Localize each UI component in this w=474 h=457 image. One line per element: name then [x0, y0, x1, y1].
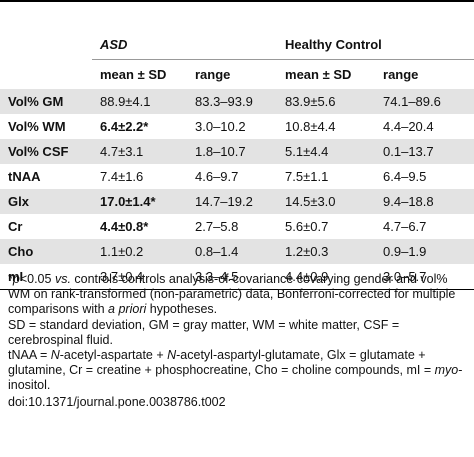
- table-row: Vol% WM 6.4±2.2* 3.0–10.2 10.8±4.4 4.4–2…: [0, 114, 474, 139]
- table-row: Cr 4.4±0.8* 2.7–5.8 5.6±0.7 4.7–6.7: [0, 214, 474, 239]
- hc-range-cell: 4.4–20.4: [383, 119, 434, 134]
- row-label: Cho: [0, 239, 92, 264]
- asd-mean-cell: 4.4±0.8*: [100, 219, 149, 234]
- group-header-row: ASD Healthy Control: [0, 29, 474, 60]
- row-label: Vol% WM: [8, 119, 66, 134]
- row-label: Vol% GM: [0, 89, 92, 114]
- table-row: mI 3.7±0.4 3.3–4.5 4.4±0.9 3.0–5.7: [0, 264, 474, 290]
- subheader-asd-range: range: [187, 59, 278, 89]
- top-rule: [0, 0, 474, 2]
- table-row: Glx 17.0±1.4* 14.7–19.2 14.5±3.0 9.4–18.…: [0, 189, 474, 214]
- hc-range-cell: 9.4–18.8: [375, 189, 474, 214]
- table-row: Vol% CSF 4.7±3.1 1.8–10.7 5.1±4.4 0.1–13…: [0, 139, 474, 164]
- group-healthy-control: Healthy Control: [285, 36, 382, 52]
- row-label: Glx: [0, 189, 92, 214]
- asd-mean-cell: 1.1±0.2: [92, 239, 187, 264]
- asd-mean-cell: 7.4±1.6: [100, 169, 144, 184]
- hc-mean-cell: 10.8±4.4: [285, 119, 336, 134]
- asd-range-cell: 3.3–4.5: [187, 264, 278, 290]
- hc-range-cell: 0.9–1.9: [375, 239, 474, 264]
- table-row: Vol% GM 88.9±4.1 83.3–93.9 83.9±5.6 74.1…: [0, 89, 474, 114]
- asd-mean-cell: 17.0±1.4*: [92, 189, 187, 214]
- abbreviation-footnote-sd: SD = standard deviation, GM = gray matte…: [8, 317, 400, 347]
- asd-mean-cell: 88.9±4.1: [92, 89, 187, 114]
- row-label: Vol% CSF: [0, 139, 92, 164]
- group-asd: ASD: [100, 36, 128, 52]
- table-footnotes: *p<0.05 vs. controls controls analysis-o…: [8, 272, 468, 410]
- asd-mean-cell: 3.7±0.4: [92, 264, 187, 290]
- table-row: tNAA 7.4±1.6 4.6–9.7 7.5±1.1 6.4–9.5: [0, 164, 474, 189]
- hc-mean-cell: 5.6±0.7: [285, 219, 329, 234]
- results-table: ASD Healthy Control mean ± SD range mean…: [0, 29, 474, 290]
- asd-mean-cell: 4.7±3.1: [92, 139, 187, 164]
- hc-range-cell: 6.4–9.5: [383, 169, 427, 184]
- doi-text: doi:10.1371/journal.pone.0038786.t002: [8, 394, 226, 409]
- row-label: mI: [0, 264, 92, 290]
- hc-mean-cell: 5.1±4.4: [277, 139, 376, 164]
- hc-range-cell: 0.1–13.7: [375, 139, 474, 164]
- hc-mean-cell: 1.2±0.3: [277, 239, 376, 264]
- asd-range-cell: 4.6–9.7: [195, 169, 239, 184]
- asd-range-cell: 14.7–19.2: [187, 189, 278, 214]
- subheader-row: mean ± SD range mean ± SD range: [0, 59, 474, 90]
- hc-range-cell: 74.1–89.6: [375, 89, 474, 114]
- asd-range-cell: 1.8–10.7: [187, 139, 278, 164]
- asd-mean-cell: 6.4±2.2*: [100, 119, 149, 134]
- hc-mean-cell: 7.5±1.1: [285, 169, 329, 184]
- hc-mean-cell: 4.4±0.9: [277, 264, 376, 290]
- subheader-asd-mean: mean ± SD: [92, 59, 187, 89]
- row-label: Cr: [8, 219, 23, 234]
- subheader-hc-range: range: [375, 59, 474, 89]
- hc-range-cell: 4.7–6.7: [383, 219, 427, 234]
- subheader-hc-mean: mean ± SD: [277, 59, 376, 89]
- asd-range-cell: 83.3–93.9: [187, 89, 278, 114]
- significance-footnote: *p<0.05 vs. controls controls analysis-o…: [8, 272, 456, 317]
- row-label: tNAA: [8, 169, 41, 184]
- subheader-blank: [0, 60, 92, 90]
- corner-cell: [0, 29, 92, 60]
- asd-range-cell: 2.7–5.8: [195, 219, 239, 234]
- hc-mean-cell: 14.5±3.0: [277, 189, 376, 214]
- asd-range-cell: 0.8–1.4: [187, 239, 278, 264]
- table-row: Cho 1.1±0.2 0.8–1.4 1.2±0.3 0.9–1.9: [0, 239, 474, 264]
- hc-mean-cell: 83.9±5.6: [277, 89, 376, 114]
- abbreviation-footnote-metabolites: tNAA = N-acetyl-aspartate + N-acetyl-asp…: [8, 348, 463, 393]
- asd-range-cell: 3.0–10.2: [195, 119, 246, 134]
- hc-range-cell: 3.0–5.7: [375, 264, 474, 290]
